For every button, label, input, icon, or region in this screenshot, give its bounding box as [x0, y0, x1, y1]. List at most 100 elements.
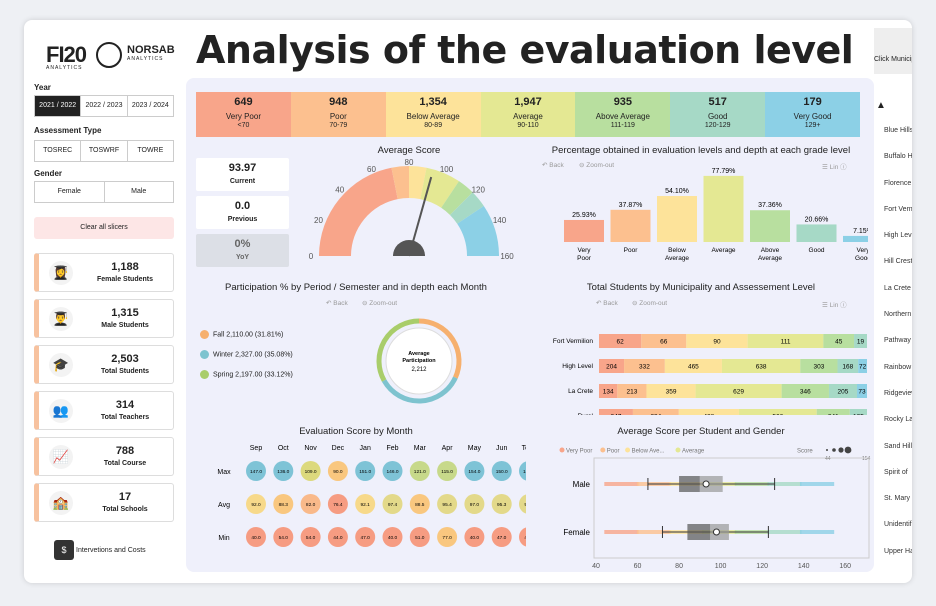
- stacked-row-label: High Level: [562, 363, 593, 370]
- assessment-option[interactable]: TOWRE: [137, 147, 164, 154]
- month-label: Total: [522, 445, 526, 452]
- interventions-button[interactable]: $ Intervetions and Costs: [54, 540, 146, 560]
- stacked-back-button[interactable]: ↶ Back: [596, 300, 618, 307]
- score-dot-label: 154.0: [468, 469, 480, 475]
- norsab-logo: NORSAB ANALYTICS: [127, 44, 175, 62]
- month-label: Sep: [250, 445, 263, 452]
- stacked-value-label: 90: [713, 339, 721, 346]
- score-dot: [382, 494, 403, 514]
- score-dot: [464, 494, 485, 514]
- male-student-icon: 👨‍🎓: [49, 307, 73, 331]
- score-distribution: [604, 482, 639, 486]
- gender-label: Female: [563, 528, 590, 537]
- back-button[interactable]: ↶ Back: [542, 162, 564, 169]
- lin-toggle[interactable]: ☰ Lin ⓘ: [822, 164, 847, 171]
- stacked-value-label: 438: [703, 414, 714, 416]
- month-label: May: [468, 445, 482, 452]
- stacked-value-label: 204: [606, 364, 617, 371]
- municipality-item[interactable]: St. Mary: [884, 495, 911, 503]
- stacked-zoom-button[interactable]: ⊖ Zoom-out: [632, 300, 668, 307]
- municipality-item[interactable]: Rainbow: [884, 363, 912, 371]
- municipality-item[interactable]: Upper Hay: [884, 547, 912, 555]
- score-dot-label: 51.0: [415, 535, 425, 541]
- municipality-item[interactable]: Unidentified: [884, 521, 912, 529]
- municipality-item[interactable]: Florence: [884, 179, 912, 187]
- pct-category-label: Very: [577, 247, 591, 254]
- box-legend-label: Below Ave...: [632, 449, 665, 455]
- score-dot-label: 40.0: [470, 535, 480, 541]
- sort-arrow-icon[interactable]: ▲: [876, 100, 886, 111]
- municipality-item[interactable]: Ridgeview: [884, 389, 912, 397]
- year-option[interactable]: 2021 / 2022: [35, 96, 82, 116]
- zoom-out-button[interactable]: ⊖ Zoom-out: [579, 162, 615, 169]
- score-size-dot: [826, 449, 828, 451]
- clear-slicers-button[interactable]: Clear all slicers: [34, 217, 174, 239]
- municipality-item[interactable]: Blue Hills: [884, 127, 912, 134]
- dashboard-frame: FI20 ANALYTICS NORSAB ANALYTICS Analysis o…: [24, 20, 912, 583]
- pct-bar: [796, 224, 837, 242]
- card-value: 1,315: [111, 307, 139, 319]
- gauge-tick: 140: [493, 216, 507, 225]
- score-dot: [491, 461, 512, 481]
- stacked-value-label: 346: [800, 389, 811, 396]
- gender-option[interactable]: Female: [35, 182, 105, 202]
- stacked-value-label: 638: [756, 364, 767, 371]
- municipality-item[interactable]: Spirit of: [884, 468, 908, 476]
- assessment-label: Assessment Type: [34, 126, 102, 135]
- card-value: 2,503: [111, 353, 139, 365]
- kpi-card: 🎓 2,503 Total Students: [34, 345, 174, 384]
- gauge-segment: [391, 166, 409, 200]
- stacked-value-label: 241: [828, 414, 839, 416]
- score-dot: [464, 461, 485, 481]
- score-dot: [355, 527, 376, 547]
- click-municipality-button[interactable]: Click Municipality: [874, 28, 912, 74]
- score-dot-label: 54.0: [306, 535, 316, 541]
- donut-center-label: Participation: [402, 358, 436, 364]
- month-label: Oct: [278, 445, 289, 452]
- stacked-value-label: 213: [626, 389, 637, 396]
- box-lower: [687, 524, 711, 540]
- score-dot-label: 82.0: [306, 502, 316, 508]
- municipality-item[interactable]: La Crete: [884, 284, 911, 292]
- pct-data-label: 20.66%: [805, 216, 829, 223]
- pct-category-label: Average: [665, 255, 689, 262]
- score-dot: [246, 461, 266, 481]
- municipality-item[interactable]: Hill Crest: [884, 258, 912, 266]
- municipality-item[interactable]: Sand Hills: [884, 442, 912, 450]
- donut-zoom-button[interactable]: ⊖ Zoom-out: [362, 300, 398, 307]
- stacked-value-label: 62: [617, 339, 625, 346]
- stacked-bar-chart: Fort Vermilion 62 66 90 111 45 19 High Level 204…: [553, 334, 867, 416]
- stacked-segment: [738, 409, 817, 415]
- score-dot: [409, 494, 430, 514]
- municipality-item[interactable]: Rocky Lane: [884, 416, 912, 424]
- score-dot: [409, 461, 430, 481]
- pct-bar: [843, 235, 868, 242]
- score-dot: [273, 461, 294, 481]
- stacked-segment: [823, 334, 855, 348]
- municipality-item[interactable]: High Level: [884, 232, 912, 240]
- assessment-option[interactable]: TOSREC: [35, 141, 82, 161]
- donut-title: Participation % by Period / Semester and…: [225, 282, 487, 293]
- score-dot-label: 95.3: [497, 502, 507, 508]
- assessment-option[interactable]: TOSWRF: [81, 141, 128, 161]
- municipality-item[interactable]: Pathway: [884, 337, 911, 345]
- municipality-item[interactable]: Buffalo Head: [884, 153, 912, 161]
- stacked-value-label: 332: [639, 364, 650, 371]
- score-dot-label: 92.0: [251, 502, 261, 508]
- score-size-dot: [838, 447, 844, 453]
- score-dot: [519, 527, 526, 547]
- year-option[interactable]: 2023 / 2024: [131, 102, 169, 109]
- donut-back-button[interactable]: ↶ Back: [326, 300, 348, 307]
- month-title: Evaluation Score by Month: [299, 426, 413, 437]
- municipality-item[interactable]: Northern: [884, 311, 912, 319]
- year-option[interactable]: 2022 / 2023: [81, 96, 128, 116]
- card-label: Male Students: [101, 322, 149, 329]
- level-band: 948 Poor 70-79: [290, 92, 386, 137]
- score-dot: [491, 494, 512, 514]
- score-dot: [355, 461, 376, 481]
- gender-slicer: Female Male: [34, 181, 174, 203]
- stacked-lin-toggle[interactable]: ☰ Lin ⓘ: [822, 302, 847, 309]
- gender-option[interactable]: Male: [131, 188, 147, 195]
- score-dot: [327, 461, 348, 481]
- municipality-item[interactable]: Fort Vermilion: [884, 205, 912, 213]
